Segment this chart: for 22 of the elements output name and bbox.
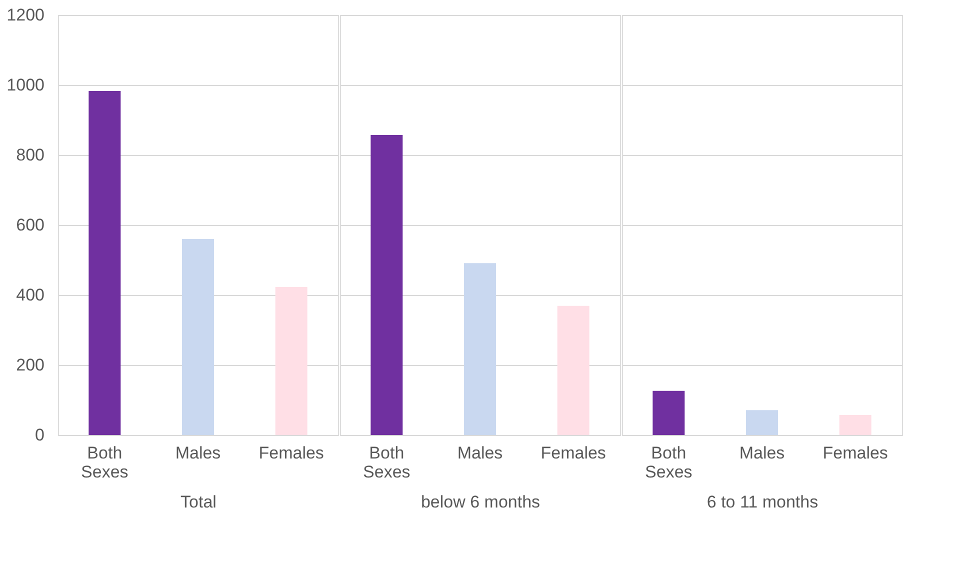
y-tick-label: 200	[16, 356, 44, 374]
x-tick-label: Males	[457, 444, 503, 462]
x-tick-label: Males	[175, 444, 221, 462]
y-tick-label: 600	[16, 216, 44, 234]
y-tick-label: 1000	[6, 76, 44, 94]
bar	[88, 90, 121, 435]
x-axis-title: 6 to 11 months	[706, 492, 818, 512]
y-tick-label: 800	[16, 146, 44, 164]
y-tick-label: 0	[35, 426, 44, 444]
x-tick-label: Males	[739, 444, 785, 462]
x-tick-label: Females	[258, 444, 324, 462]
x-tick-label: Both Sexes	[81, 444, 128, 482]
x-tick-label: Both Sexes	[645, 444, 692, 482]
x-tick-label: Females	[540, 444, 606, 462]
x-tick-label: Both Sexes	[363, 444, 410, 482]
x-axis-title: below 6 months	[420, 492, 540, 512]
y-tick-label: 400	[16, 286, 44, 304]
x-axis-title: Total	[180, 492, 216, 512]
bar	[275, 286, 308, 435]
x-tick-label: Females	[822, 444, 888, 462]
y-tick-label: 1200	[6, 6, 44, 24]
bar	[182, 239, 214, 435]
